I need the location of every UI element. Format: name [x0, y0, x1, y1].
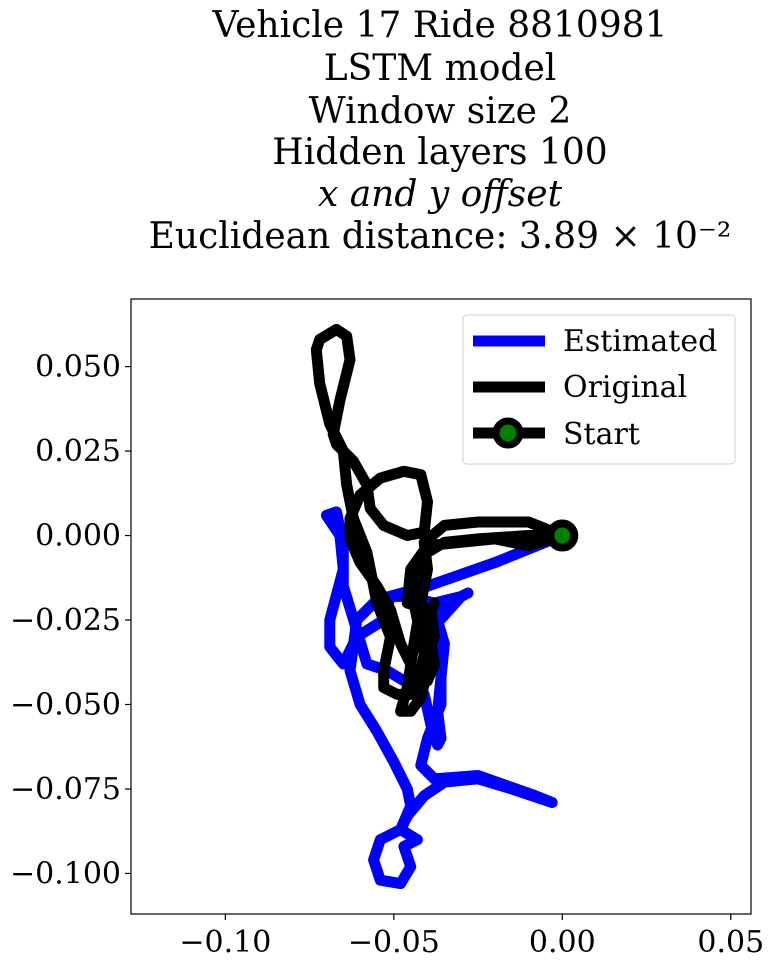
title-line-4: Hidden layers 100: [272, 132, 607, 173]
title-line-1: Vehicle 17 Ride 8810981: [211, 5, 667, 46]
legend-label-start: Start: [563, 417, 640, 452]
legend-box: [462, 314, 736, 465]
chart-title: Vehicle 17 Ride 8810981 LSTM model Windo…: [149, 5, 732, 257]
x-axis: −0.10 −0.05 0.00 0.05: [179, 914, 764, 960]
y-tick-label: 0.025: [35, 434, 121, 469]
series-line-original: [310, 323, 568, 717]
legend: Estimated Original Start: [462, 314, 736, 465]
marker-layer: [546, 519, 579, 552]
x-tick-label: 0.05: [697, 925, 764, 960]
title-line-5: x and y offset: [318, 174, 563, 215]
y-tick-label: −0.025: [10, 603, 121, 638]
y-tick-label: −0.100: [10, 856, 121, 891]
start-marker: [546, 519, 579, 552]
title-line-6: Euclidean distance: 3.89 × 10⁻²: [149, 216, 732, 257]
y-tick-label: −0.050: [10, 687, 121, 722]
title-line-2: LSTM model: [324, 48, 557, 89]
y-tick-label: −0.075: [10, 772, 121, 807]
y-tick-label: 0.000: [35, 519, 121, 554]
y-tick-label: 0.050: [35, 350, 121, 385]
title-line-3: Window size 2: [309, 91, 572, 132]
x-tick-label: −0.05: [348, 925, 440, 960]
y-axis: 0.050 0.025 0.000 −0.025 −0.050 −0.075 −0.100: [10, 350, 131, 891]
x-tick-label: −0.10: [179, 925, 271, 960]
legend-label-estimated: Estimated: [563, 324, 717, 359]
legend-label-original: Original: [563, 370, 687, 405]
legend-swatch-start-marker: [492, 417, 524, 449]
x-tick-label: 0.00: [529, 925, 596, 960]
series-layer: [310, 323, 568, 890]
